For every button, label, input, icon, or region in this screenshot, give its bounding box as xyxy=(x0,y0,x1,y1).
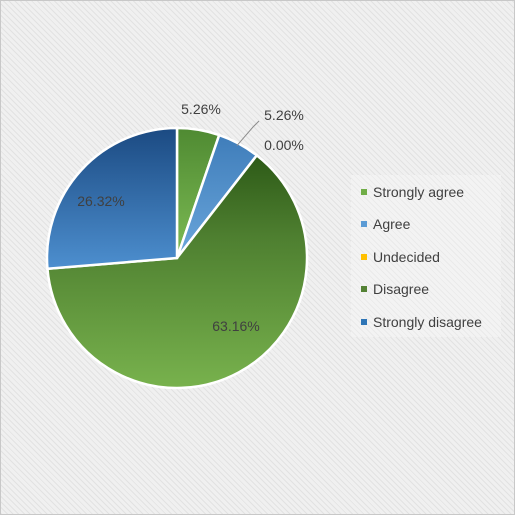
pie-slice-strongly-disagree xyxy=(45,126,179,271)
legend-label: Strongly agree xyxy=(373,184,465,200)
data-label-disagree: 63.16% xyxy=(212,318,259,334)
data-label-agree: 5.26% xyxy=(264,107,304,123)
legend-item-agree: Agree xyxy=(361,216,410,232)
legend-item-strongly-disagree: Strongly disagree xyxy=(361,314,482,330)
legend-swatch xyxy=(361,254,367,260)
legend-label: Undecided xyxy=(373,249,440,265)
data-label-strongly-disagree: 26.32% xyxy=(77,193,124,209)
legend-swatch xyxy=(361,286,367,292)
legend-item-undecided: Undecided xyxy=(361,249,440,265)
data-label-undecided: 0.00% xyxy=(264,137,304,153)
legend-swatch xyxy=(361,319,367,325)
legend: Strongly agree Agree Undecided Disagree … xyxy=(351,175,501,337)
leader-line-agree xyxy=(236,120,260,146)
legend-item-strongly-agree: Strongly agree xyxy=(361,184,464,200)
legend-label: Strongly disagree xyxy=(373,314,482,330)
pie-slice-disagree xyxy=(46,153,309,390)
data-label-strongly-agree: 5.26% xyxy=(181,101,221,117)
legend-label: Disagree xyxy=(373,281,430,297)
legend-swatch xyxy=(361,221,367,227)
legend-swatch xyxy=(361,189,367,195)
legend-item-disagree: Disagree xyxy=(361,281,429,297)
legend-label: Agree xyxy=(373,216,411,232)
